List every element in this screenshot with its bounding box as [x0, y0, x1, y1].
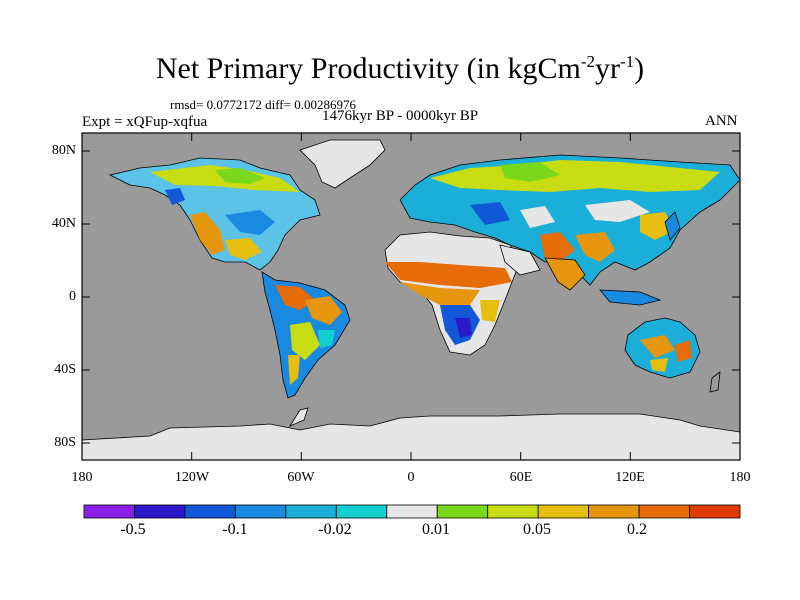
y-label-80s: 80S	[54, 435, 76, 450]
india	[544, 257, 586, 291]
colorbar-swatch	[638, 504, 690, 519]
colorbar-swatch	[134, 504, 186, 519]
colorbar-label: -0.1	[222, 521, 248, 538]
colorbar-swatch	[335, 504, 388, 519]
antarctic-peninsula	[288, 407, 309, 427]
colorbar-swatch	[487, 504, 539, 519]
colorbar-swatch	[689, 504, 741, 519]
x-label-180w: 180	[71, 470, 93, 485]
colorbar	[83, 504, 741, 519]
colorbar-label: -0.5	[120, 521, 146, 538]
colorbar-label: 0.05	[523, 521, 551, 538]
new-zealand	[709, 371, 721, 393]
map-area	[82, 133, 740, 460]
x-label-120e: 120E	[615, 470, 645, 485]
colorbar-swatch	[285, 504, 337, 519]
x-label-60e: 60E	[509, 470, 533, 485]
colorbar-swatch	[83, 504, 135, 519]
x-label-180e: 180	[729, 470, 751, 485]
y-label-40s: 40S	[54, 362, 76, 377]
experiment-label: Expt = xQFup-xqfua	[82, 114, 208, 130]
x-label-120w: 120W	[174, 470, 210, 485]
greenland	[299, 139, 386, 189]
colorbar-label: 0.2	[627, 521, 647, 538]
chart-title: Net Primary Productivity (in kgCm-2yr-1)	[155, 52, 645, 85]
antarctica	[82, 414, 740, 460]
colorbar-swatch	[234, 504, 287, 519]
rmsd-diff-stats: rmsd= 0.0772172 diff= 0.00286976	[170, 97, 356, 112]
colorbar-swatch	[436, 504, 489, 519]
indonesia	[599, 289, 662, 306]
colorbar-label: -0.02	[318, 521, 352, 538]
colorbar-swatch	[184, 504, 236, 519]
y-label-40n: 40N	[51, 216, 76, 231]
y-label-0: 0	[69, 289, 76, 304]
time-range-label: 1476kyr BP - 0000kyr BP	[322, 108, 479, 124]
x-label-60w: 60W	[287, 470, 315, 485]
season-label: ANN	[705, 113, 738, 129]
colorbar-swatch	[588, 504, 640, 519]
axis-ticks	[81, 133, 741, 460]
colorbar-swatch	[386, 504, 438, 519]
japan	[664, 211, 681, 241]
x-label-0: 0	[407, 470, 415, 485]
arabia	[499, 244, 541, 276]
colorbar-label: 0.01	[422, 521, 450, 538]
y-label-80n: 80N	[51, 143, 76, 158]
colorbar-swatch	[537, 504, 590, 519]
